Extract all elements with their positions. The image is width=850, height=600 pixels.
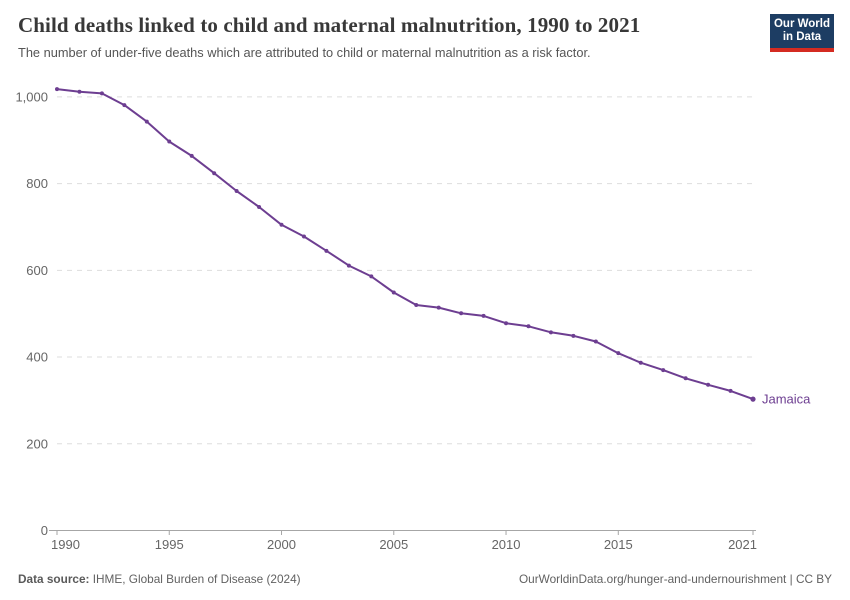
x-axis-label-1995: 1995 (155, 537, 184, 552)
data-point-2021 (750, 396, 756, 402)
data-point-1999 (257, 205, 262, 210)
data-point-2016 (638, 360, 643, 365)
data-point-2019 (706, 382, 711, 387)
data-point-1993 (122, 103, 127, 108)
data-point-1991 (77, 89, 82, 94)
license-note: OurWorldinData.org/hunger-and-undernouri… (519, 572, 832, 586)
y-axis-label-200: 200 (26, 436, 48, 451)
series-line-jamaica (56, 88, 754, 401)
data-point-2010 (504, 321, 509, 326)
chart-header: Child deaths linked to child and materna… (18, 12, 754, 61)
data-point-2013 (571, 333, 576, 338)
x-axis-label-1990: 1990 (51, 537, 80, 552)
data-point-1997 (212, 171, 217, 176)
data-point-2004 (369, 274, 374, 279)
series-label-jamaica: Jamaica (762, 392, 811, 407)
data-point-2011 (526, 324, 531, 329)
data-point-1992 (99, 91, 104, 96)
chart-footer: Data source: IHME, Global Burden of Dise… (18, 572, 832, 586)
data-point-1996 (189, 153, 194, 158)
data-source-text: IHME, Global Burden of Disease (2024) (89, 572, 301, 586)
data-point-2007 (436, 305, 441, 310)
x-axis-label-2021: 2021 (728, 537, 757, 552)
y-axis-label-1000: 1,000 (15, 89, 48, 104)
data-point-2002 (324, 248, 329, 253)
x-axis-label-2015: 2015 (604, 537, 633, 552)
data-point-1990 (55, 87, 59, 92)
page-title: Child deaths linked to child and materna… (18, 13, 641, 37)
data-point-1998 (234, 188, 239, 193)
data-source-label: Data source: (18, 572, 90, 586)
owid-logo: Our World in Data (770, 14, 834, 48)
data-point-2015 (616, 351, 621, 356)
x-axis-label-2010: 2010 (492, 537, 521, 552)
data-point-1995 (167, 139, 172, 144)
data-point-2009 (481, 313, 486, 318)
data-point-2017 (661, 368, 666, 373)
data-point-2001 (301, 234, 306, 239)
chart-subtitle: The number of under-five deaths which ar… (18, 45, 591, 60)
data-point-1994 (144, 119, 149, 124)
data-point-2012 (548, 330, 553, 335)
y-axis-label-800: 800 (26, 176, 48, 191)
data-source-note: Data source: IHME, Global Burden of Dise… (18, 572, 301, 586)
data-point-2020 (728, 388, 733, 393)
data-point-2003 (346, 263, 351, 268)
y-axis-label-400: 400 (26, 350, 48, 365)
y-axis-label-0: 0 (41, 523, 48, 538)
y-axis-label-600: 600 (26, 263, 48, 278)
x-axis-label-2005: 2005 (379, 537, 408, 552)
data-point-2018 (683, 376, 688, 381)
data-point-2008 (459, 311, 464, 316)
data-point-2006 (414, 303, 419, 308)
owid-logo-line1: Our World (773, 18, 830, 30)
x-axis-label-2000: 2000 (267, 537, 296, 552)
data-point-2005 (391, 290, 396, 295)
data-point-2014 (593, 339, 598, 344)
owid-logo-line2: in Data (782, 31, 822, 43)
owid-logo-accent-strip (770, 48, 834, 52)
data-point-2000 (279, 222, 284, 227)
